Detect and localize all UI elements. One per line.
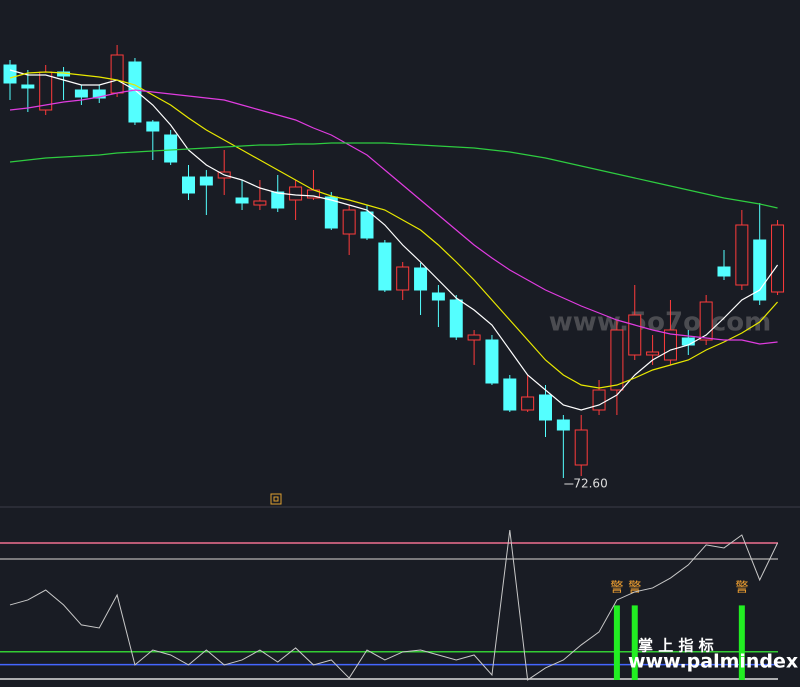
candle-body [753, 239, 767, 301]
candle-body [146, 121, 160, 132]
candle-body [360, 211, 374, 239]
candle-body [271, 191, 285, 209]
candle-body [681, 337, 695, 346]
candle-body [182, 176, 195, 194]
candle-body [521, 396, 535, 411]
candle-body [199, 176, 213, 186]
signal-bar [738, 605, 745, 680]
panel-icon [270, 493, 282, 505]
candle-body [431, 292, 445, 301]
candle-body [164, 134, 178, 163]
candle-body [699, 301, 713, 341]
moving-average [9, 89, 778, 345]
candle-body [21, 84, 35, 89]
candle-body [449, 299, 463, 338]
indicator-line [9, 529, 779, 681]
candle-body [539, 394, 552, 421]
candle-body [771, 224, 785, 293]
low-label: 72.60 [573, 477, 607, 491]
candle-body [503, 378, 517, 411]
moving-average [9, 142, 778, 209]
candle-body [128, 61, 142, 123]
candle-body [342, 209, 356, 235]
candle-body [485, 339, 499, 384]
signal-label: 警 [735, 580, 748, 596]
candle-body [717, 266, 731, 277]
signal-label: 警 [628, 580, 641, 596]
candle-body [556, 419, 570, 431]
watermark: www.5o7o.com [549, 308, 771, 338]
candle-body [324, 196, 338, 229]
panel-icon-inner [273, 496, 279, 502]
candle-body [574, 429, 588, 466]
candle-body [646, 351, 660, 356]
candle-body [289, 186, 303, 201]
candle-body [92, 89, 106, 99]
candle-body [235, 197, 249, 204]
candle-body [378, 242, 392, 291]
signal-bar [613, 605, 620, 680]
candle-body [663, 329, 677, 361]
candle-body [414, 267, 428, 291]
moving-average [9, 71, 778, 389]
candle-body [628, 314, 642, 356]
moving-average [9, 69, 779, 411]
candle-body [396, 266, 410, 291]
candle-body [592, 389, 606, 411]
signal-bar [631, 605, 638, 680]
candle-body [735, 224, 749, 286]
candle-body [467, 334, 481, 341]
candle-body [610, 329, 624, 391]
candle-body [110, 54, 124, 94]
footer-url: www.palmindex.com [628, 651, 800, 673]
candle-body [253, 200, 267, 206]
candle-body [74, 89, 88, 98]
candle-body [3, 64, 17, 84]
footer-title: 掌 上 指 标 [638, 637, 714, 655]
signal-label: 警 [610, 580, 623, 596]
